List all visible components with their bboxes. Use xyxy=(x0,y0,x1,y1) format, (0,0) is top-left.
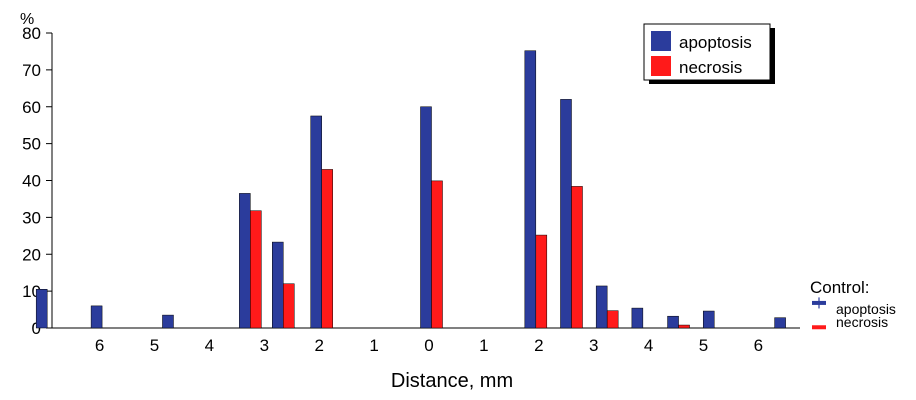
x-tick-label: 6 xyxy=(95,336,104,355)
bar-necrosis xyxy=(535,234,548,329)
bar-necrosis xyxy=(431,180,443,329)
bar-apoptosis xyxy=(310,115,322,329)
x-tick-label: 1 xyxy=(479,336,488,355)
y-tick-label: 30 xyxy=(22,208,41,227)
y-tick-label: 70 xyxy=(22,61,41,80)
legend-label-necrosis: necrosis xyxy=(679,58,742,77)
x-tick-label: 6 xyxy=(754,336,763,355)
x-tick-label: 3 xyxy=(260,336,269,355)
bar-apoptosis xyxy=(631,307,644,329)
bar-necrosis xyxy=(571,186,583,329)
x-axis: 6 5 4 3 2 1 0 1 2 3 4 5 6 xyxy=(95,336,763,355)
control-mark-apoptosis xyxy=(812,300,826,305)
control-label-apoptosis: apoptosis xyxy=(836,301,896,317)
bar-necrosis xyxy=(283,283,295,329)
control-label-necrosis: necrosis xyxy=(836,314,888,330)
bar-apoptosis xyxy=(524,50,537,329)
y-tick-label: 20 xyxy=(22,245,41,264)
x-tick-label: 0 xyxy=(424,336,433,355)
x-tick-label: 2 xyxy=(534,336,543,355)
x-axis-label: Distance, mm xyxy=(391,370,513,392)
x-tick-label: 2 xyxy=(314,336,323,355)
bar-apoptosis xyxy=(595,285,608,329)
legend-swatch-apoptosis xyxy=(651,31,671,51)
legend-label-apoptosis: apoptosis xyxy=(679,33,752,52)
bar-necrosis xyxy=(250,210,262,329)
bar-apoptosis xyxy=(560,99,572,329)
x-tick-label: 4 xyxy=(205,336,214,355)
y-tick-label: 80 xyxy=(22,24,41,43)
x-tick-label: 4 xyxy=(644,336,653,355)
y-tick-label: 50 xyxy=(22,135,41,154)
bar-necrosis xyxy=(606,310,619,329)
y-axis-label: % xyxy=(20,11,34,28)
y-tick-label: 0 xyxy=(32,319,41,338)
bar-apoptosis xyxy=(420,106,432,329)
x-tick-label: 3 xyxy=(589,336,598,355)
bar-apoptosis xyxy=(667,315,679,329)
x-tick-label: 1 xyxy=(369,336,378,355)
control-mark-necrosis xyxy=(812,325,826,330)
x-tick-label: 5 xyxy=(150,336,159,355)
bars xyxy=(35,50,786,329)
control-legend: Control: apoptosis necrosis xyxy=(810,278,896,330)
control-marks xyxy=(812,297,826,330)
bar-apoptosis xyxy=(90,305,103,329)
legend-swatch-necrosis xyxy=(651,56,671,76)
bar-apoptosis xyxy=(35,289,48,329)
bar-apoptosis xyxy=(162,314,174,329)
bar-apoptosis xyxy=(774,317,786,329)
bar-apoptosis xyxy=(702,310,715,329)
y-tick-label: 40 xyxy=(22,172,41,191)
x-tick-label: 5 xyxy=(699,336,708,355)
bar-necrosis xyxy=(321,169,333,329)
bar-necrosis xyxy=(678,324,690,329)
control-title: Control: xyxy=(810,278,870,297)
y-tick-label: 60 xyxy=(22,98,41,117)
bar-apoptosis xyxy=(272,241,284,329)
bar-apoptosis xyxy=(239,193,251,329)
legend: apoptosis necrosis xyxy=(643,23,775,84)
